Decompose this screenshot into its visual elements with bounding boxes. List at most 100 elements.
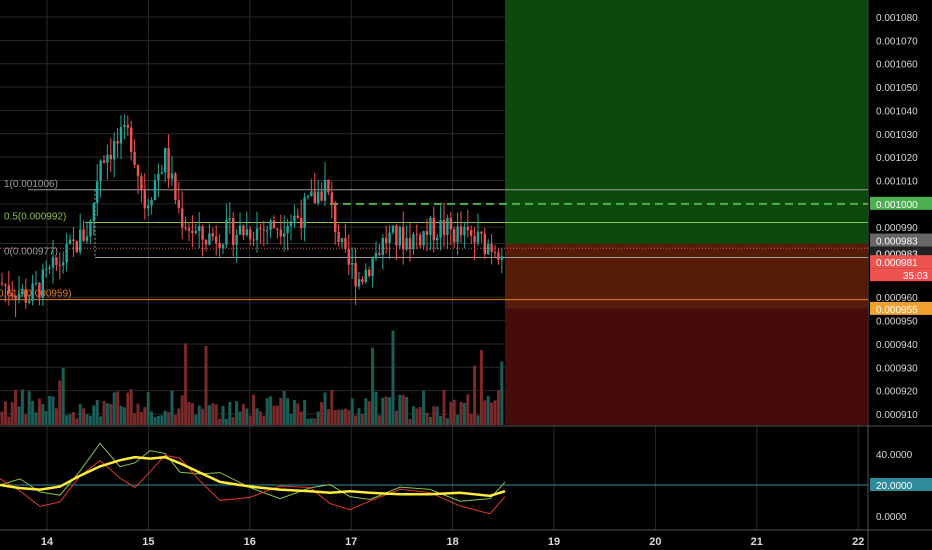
candle-body [136, 164, 140, 177]
candle-body [473, 235, 476, 243]
volume-bar [201, 408, 205, 425]
volume-bar [432, 406, 436, 425]
volume-bar [37, 398, 41, 425]
candle-body [215, 236, 218, 244]
candle-body [368, 269, 371, 276]
price-axis-tick: 0.001080 [876, 13, 918, 24]
stop-zone[interactable] [505, 308, 868, 425]
candle-body [17, 293, 21, 300]
volume-bar [109, 404, 113, 425]
volume-bar [170, 390, 174, 425]
volume-bar [282, 391, 286, 425]
candle-body [82, 229, 85, 241]
volume-bar [177, 408, 181, 425]
volume-bar [173, 414, 177, 425]
candle-body [126, 124, 129, 128]
candle-body [72, 239, 75, 242]
stop-zone-upper[interactable] [505, 243, 868, 309]
volume-bar [99, 416, 103, 425]
fib-level-label: 0.5(0.000992) [4, 212, 66, 223]
volume-bar [289, 413, 293, 425]
entry-price-tag-text: 0.000983 [876, 237, 918, 248]
volume-bar [75, 418, 79, 425]
volume-bar [252, 394, 256, 425]
volume-bar [102, 400, 106, 425]
candle-body [402, 227, 405, 250]
position-zones[interactable] [0, 0, 868, 425]
candle-body [456, 226, 459, 243]
candle-body [242, 225, 245, 236]
volume-bar [3, 401, 7, 425]
volume-bar [299, 411, 303, 425]
volume-bar [61, 368, 65, 425]
candle-body [96, 181, 99, 203]
price-axis[interactable]: 0.001080 0.001070 0.001060 0.001050 0.001040… [876, 13, 918, 523]
price-axis-tick: 0.000960 [876, 293, 918, 304]
candle-body [300, 217, 303, 228]
candle-body [279, 229, 282, 237]
indicator-level-tag [870, 478, 932, 491]
volume-bar [469, 413, 473, 425]
indicator-line-red [0, 454, 506, 515]
volume-bar [44, 411, 48, 425]
candle-body [463, 227, 466, 236]
bar-countdown-text: 35:03 [903, 271, 928, 282]
volume-bar [286, 398, 290, 425]
volume-bar [167, 412, 171, 425]
volume-bar [479, 349, 483, 425]
candle-body [378, 253, 381, 255]
candle-body [439, 220, 442, 238]
volume-bar [350, 398, 354, 425]
candle-body [425, 231, 429, 235]
target-zone[interactable] [505, 0, 868, 244]
candle-body [167, 148, 170, 179]
candle-body [62, 262, 65, 266]
candle-body [303, 197, 306, 228]
volume-bar [78, 404, 82, 425]
volume-bar [391, 330, 395, 425]
volume-bar [500, 361, 504, 425]
volume-bar [473, 365, 477, 425]
volume-bar [88, 415, 92, 425]
candle-body [361, 279, 364, 282]
indicator-axis-tick: 40.0000 [876, 450, 913, 461]
volume-bar [343, 408, 347, 425]
candle-body [194, 230, 197, 234]
candle-body [357, 279, 361, 287]
candle-body [31, 283, 34, 302]
volume-bar [415, 408, 419, 425]
volume-bar [476, 415, 480, 425]
price-tags: 0.0010000.0009830.0009830.00098135:030.0… [870, 196, 932, 492]
fib-retracement[interactable]: 1(0.001006) 0.5(0.000992) 0(0.000977) 0.618… [0, 179, 868, 301]
volume-bar [405, 397, 409, 425]
candle-body [432, 217, 435, 241]
price-axis-tick: 0.001070 [876, 36, 918, 47]
candle-body [11, 293, 14, 297]
price-axis-tick: 0.000990 [876, 223, 918, 234]
candle-body [259, 228, 262, 230]
volume-bar [180, 395, 184, 425]
candle-body [191, 230, 194, 234]
candle-body [364, 269, 367, 282]
volume-bar [160, 415, 164, 425]
candle-body [48, 267, 51, 269]
candle-body [476, 231, 480, 243]
candle-body [320, 191, 323, 201]
candle-body [150, 200, 153, 206]
volume-bar [207, 405, 211, 425]
volume-bar [296, 403, 300, 425]
candle-body [436, 237, 439, 241]
candle-body [102, 160, 106, 163]
volume-bar [496, 390, 500, 425]
candle-body [55, 257, 58, 265]
bar-countdown-tag [870, 268, 932, 282]
candle-body [89, 220, 92, 237]
time-axis[interactable]: 14 15 16 17 18 19 20 21 22 [41, 536, 864, 548]
volume-bar [92, 405, 96, 425]
candle-body [262, 229, 265, 231]
candle-body [412, 234, 415, 250]
indicator-level-tag-text: 20.0000 [876, 481, 913, 492]
time-axis-tick: 22 [852, 536, 864, 548]
candle-body [133, 151, 136, 165]
